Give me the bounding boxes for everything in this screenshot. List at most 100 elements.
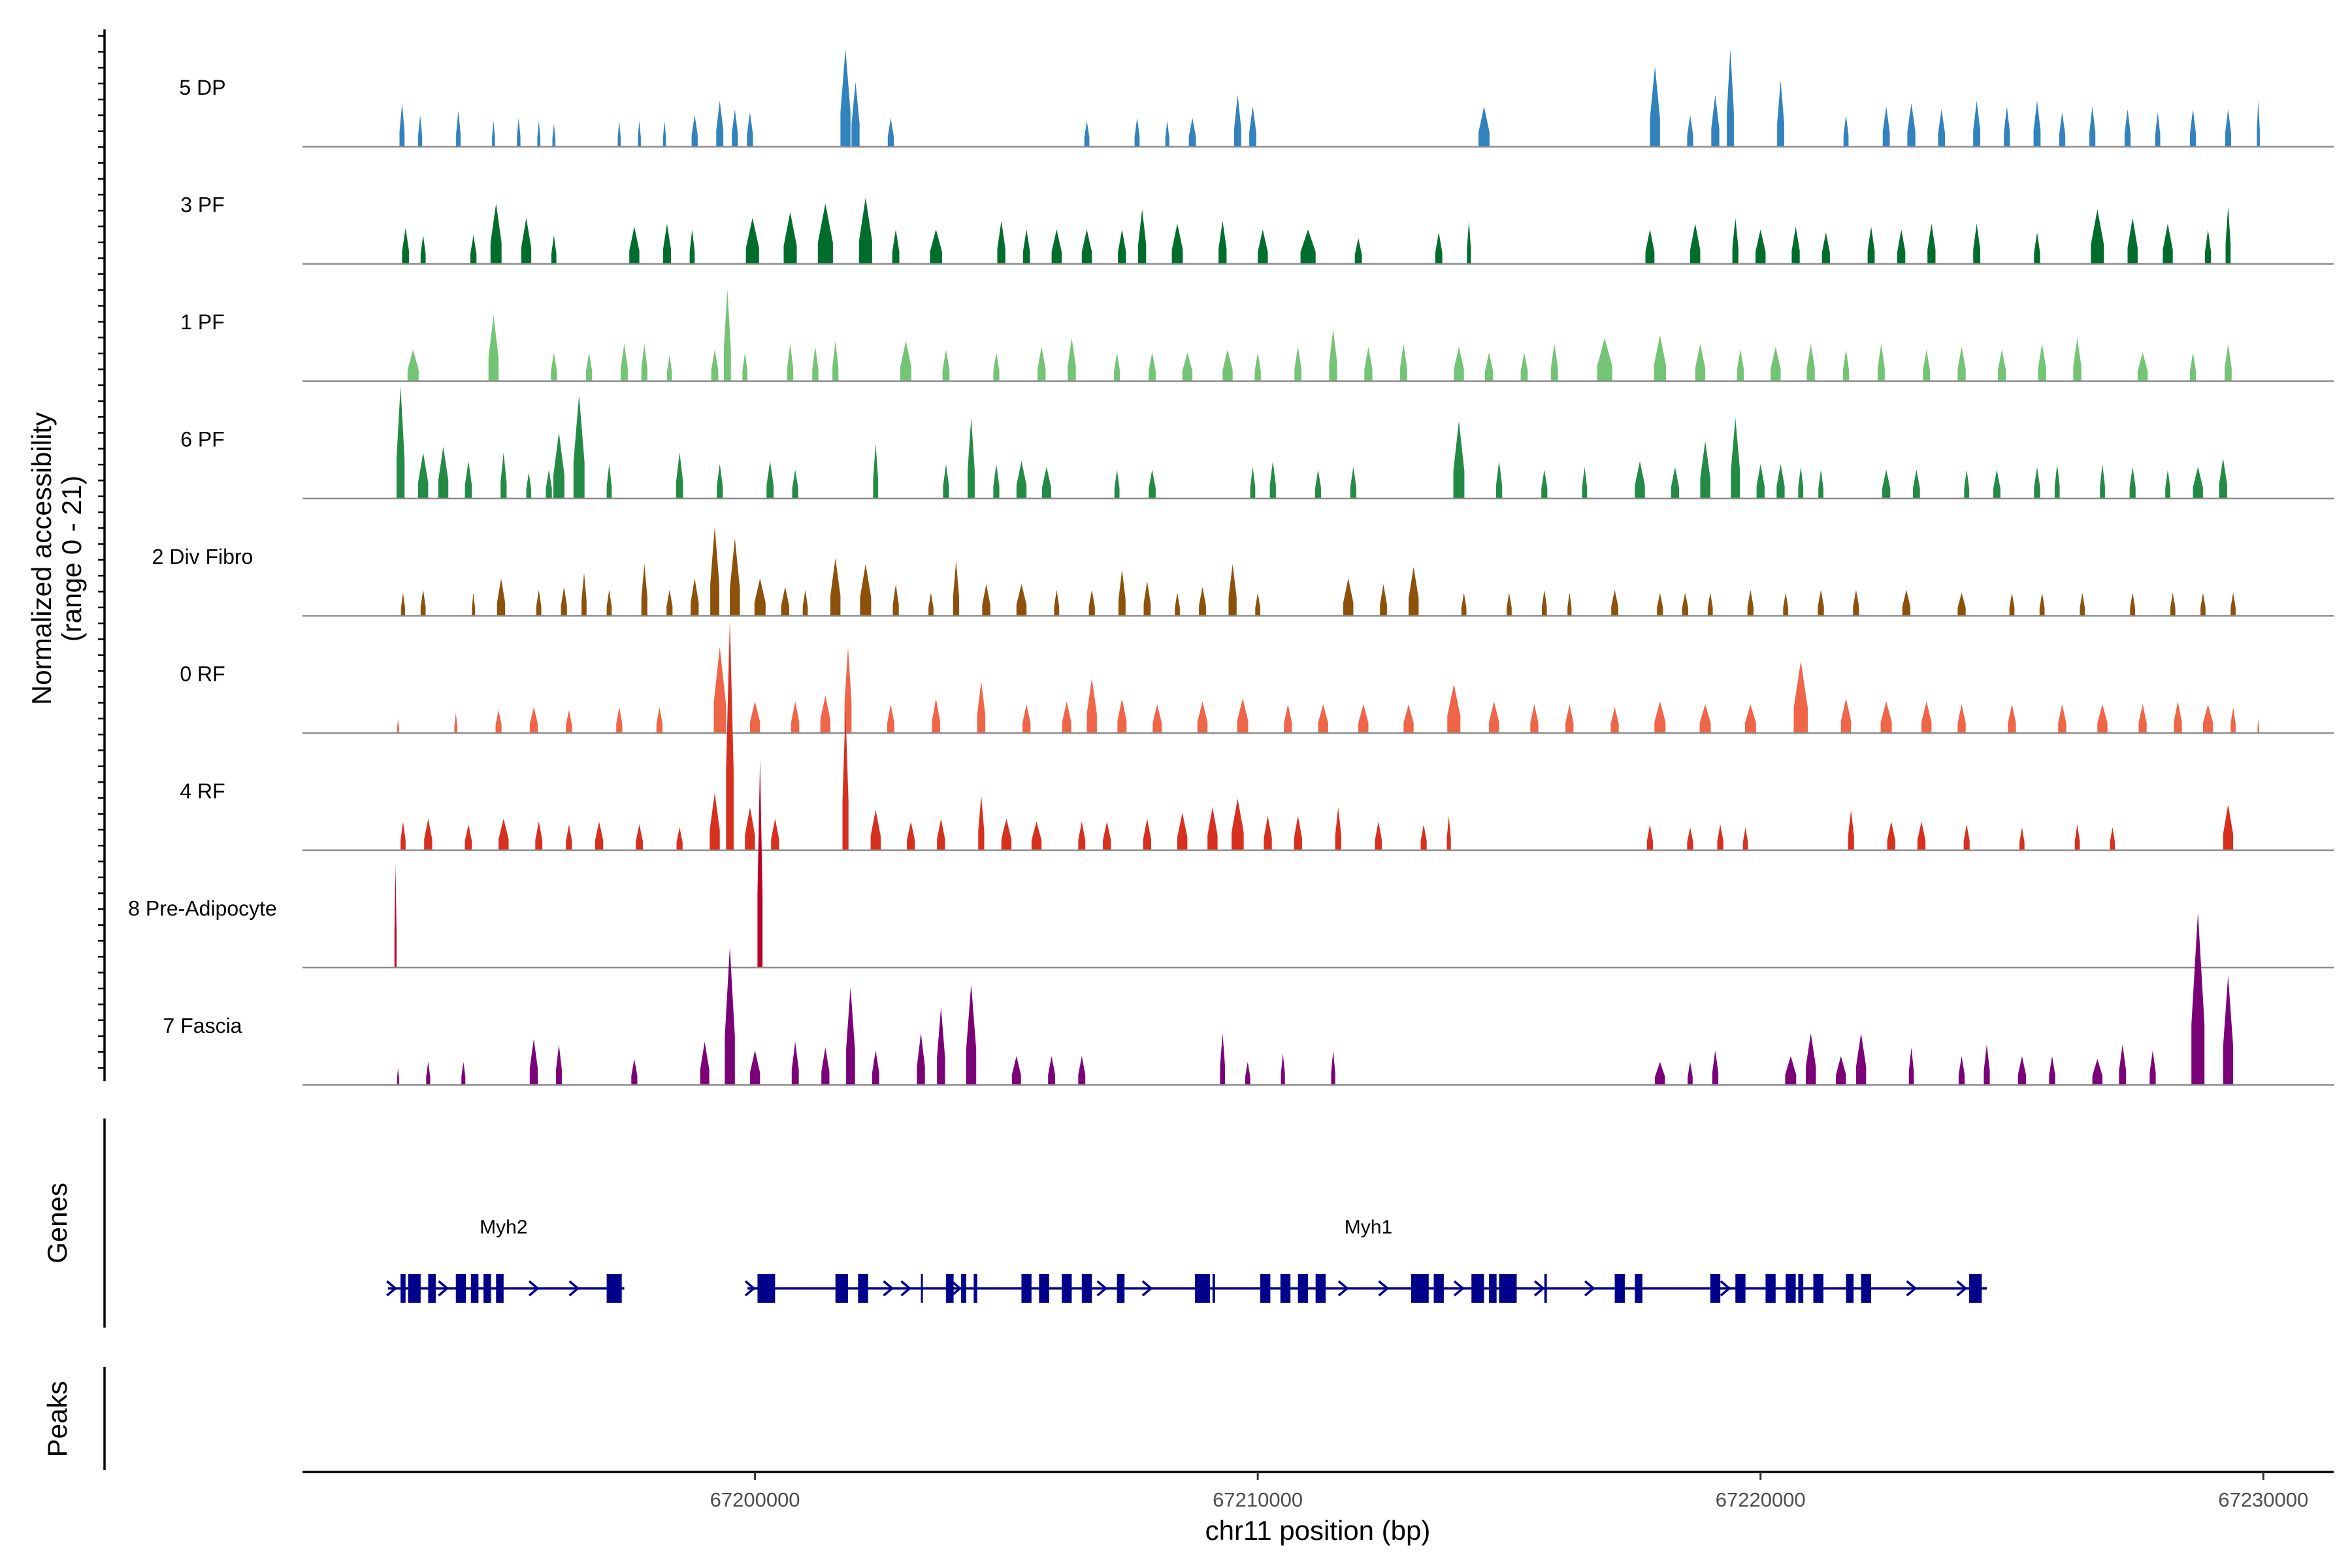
- accessibility-peak: [860, 564, 872, 616]
- accessibility-peak: [656, 707, 662, 733]
- exon: [1614, 1274, 1625, 1303]
- accessibility-peak: [636, 824, 643, 851]
- track-label: 1 PF: [180, 310, 225, 334]
- accessibility-peak: [1143, 819, 1151, 851]
- accessibility-peak: [781, 587, 789, 616]
- strand-arrow: [1096, 1280, 1108, 1297]
- accessibility-peak: [873, 444, 879, 498]
- accessibility-peak: [1821, 232, 1830, 264]
- accessibility-peak: [551, 352, 557, 382]
- accessibility-peak: [1114, 470, 1120, 498]
- accessibility-peak: [1878, 344, 1885, 382]
- accessibility-peak: [1731, 417, 1740, 498]
- accessibility-peak: [492, 120, 495, 147]
- accessibility-peak: [2170, 593, 2176, 616]
- accessibility-peak: [407, 350, 419, 382]
- accessibility-peak: [1867, 226, 1875, 264]
- accessibility-peak: [842, 709, 849, 851]
- accessibility-peak: [1777, 80, 1784, 147]
- gene-label: Myh1: [1345, 1217, 1392, 1238]
- accessibility-peak: [966, 984, 977, 1085]
- accessibility-peak: [631, 1058, 638, 1085]
- accessibility-peak: [1798, 466, 1804, 498]
- accessibility-peak: [1165, 120, 1169, 147]
- accessibility-peak: [791, 701, 800, 733]
- accessibility-peak: [1957, 704, 1966, 733]
- exon: [470, 1274, 479, 1303]
- accessibility-peak: [2193, 466, 2203, 498]
- accessibility-peak: [892, 229, 900, 264]
- accessibility-peak: [1541, 470, 1548, 498]
- accessibility-peak: [1921, 701, 1932, 733]
- accessibility-peak: [456, 110, 461, 147]
- accessibility-peak: [1051, 229, 1062, 264]
- accessibility-peak: [1037, 346, 1046, 382]
- track-label: 2 Div Fibro: [152, 545, 253, 568]
- exon: [835, 1274, 848, 1303]
- accessibility-peak: [844, 647, 852, 733]
- accessibility-peak: [977, 681, 986, 733]
- accessibility-peak: [1199, 587, 1206, 616]
- track-label: 3 PF: [180, 193, 225, 217]
- accessibility-peak: [1237, 698, 1249, 733]
- accessibility-peak: [641, 344, 647, 382]
- accessibility-peak: [2100, 464, 2105, 498]
- accessibility-peak: [726, 620, 734, 851]
- x-tick-label: 67220000: [1716, 1488, 1806, 1511]
- gene-label: Myh2: [480, 1217, 527, 1238]
- accessibility-peak: [2097, 704, 2108, 733]
- accessibility-peak: [2200, 593, 2206, 616]
- accessibility-peak: [1114, 352, 1120, 382]
- accessibility-peak: [1842, 350, 1850, 382]
- accessibility-peak: [566, 710, 572, 733]
- accessibility-peak: [1699, 704, 1711, 733]
- accessibility-peak: [1882, 470, 1891, 498]
- accessibility-peak: [595, 821, 604, 851]
- accessibility-peak: [1907, 103, 1916, 147]
- accessibility-peak: [1655, 1062, 1665, 1085]
- accessibility-peak: [438, 446, 449, 498]
- accessibility-peak: [2163, 223, 2173, 264]
- strand-arrow: [1141, 1280, 1153, 1297]
- accessibility-peak: [742, 352, 748, 382]
- accessibility-peak: [2092, 1058, 2102, 1085]
- accessibility-peak: [1880, 701, 1892, 733]
- accessibility-peak: [2189, 109, 2197, 147]
- accessibility-peak: [1582, 466, 1588, 498]
- strand-arrow: [1584, 1280, 1595, 1297]
- strand-arrow: [1533, 1280, 1545, 1297]
- accessibility-peak: [472, 593, 475, 616]
- accessibility-peak: [426, 1062, 431, 1085]
- accessibility-peak: [2225, 206, 2231, 264]
- accessibility-peak: [1806, 1033, 1816, 1085]
- accessibility-peak: [1645, 229, 1655, 264]
- accessibility-peak: [420, 235, 426, 264]
- accessibility-peak: [2080, 593, 2085, 616]
- strand-arrow: [438, 1280, 449, 1297]
- accessibility-peak: [1461, 593, 1467, 616]
- exon: [1280, 1274, 1291, 1303]
- accessibility-peak: [1403, 704, 1414, 733]
- strand-arrow: [386, 1280, 397, 1297]
- accessibility-peak: [465, 461, 472, 498]
- accessibility-peak: [1022, 229, 1030, 264]
- accessibility-peak: [535, 821, 543, 851]
- accessibility-peak: [2202, 704, 2213, 733]
- accessibility-peak: [1354, 238, 1362, 264]
- accessibility-peak: [1485, 352, 1494, 382]
- accessibility-peak: [993, 352, 1000, 382]
- accessibility-peak: [1119, 570, 1126, 616]
- accessibility-peak: [887, 118, 894, 147]
- accessibility-peak: [1011, 1056, 1021, 1085]
- accessibility-peak: [802, 589, 808, 616]
- exon: [455, 1274, 466, 1303]
- accessibility-peak: [1957, 593, 1966, 616]
- exon: [1081, 1274, 1092, 1303]
- accessibility-peak: [2073, 338, 2082, 382]
- accessibility-peak: [2058, 704, 2066, 733]
- accessibility-peak: [1001, 819, 1012, 851]
- exon: [1471, 1274, 1484, 1303]
- track-4-rf: 4 RF: [180, 620, 2334, 851]
- accessibility-peak: [691, 578, 699, 616]
- exon: [483, 1274, 491, 1303]
